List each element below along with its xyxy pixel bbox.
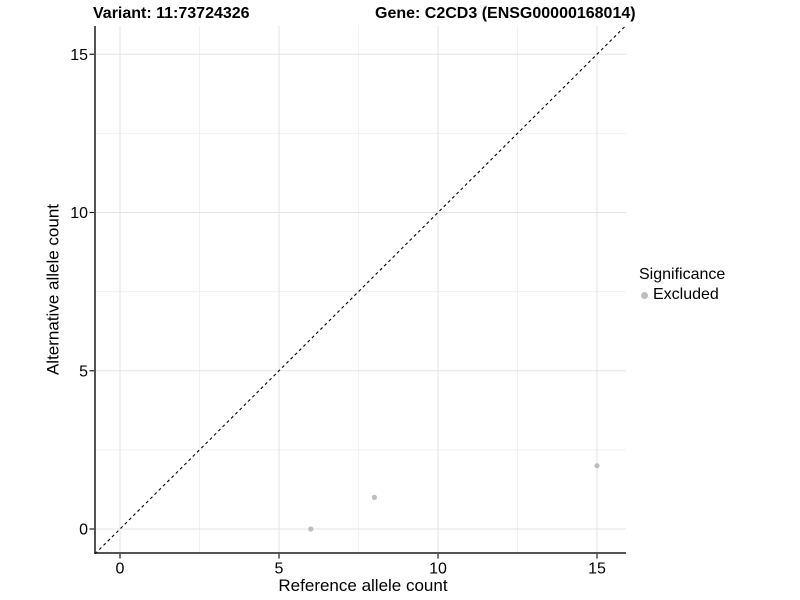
excluded-point-swatch [641,291,648,299]
x-tick-label: 15 [588,561,606,578]
y-tick-label: 0 [79,522,88,539]
x-tick-label: 5 [275,561,284,578]
y-tick-label: 15 [70,47,88,64]
legend: Significance Excluded [639,266,725,304]
legend-entry-excluded: Excluded [641,286,725,304]
legend-entry-label: Excluded [653,286,719,303]
x-tick-label: 0 [116,561,125,578]
y-axis-label: Alternative allele count [43,203,63,376]
x-axis-label: Reference allele count [278,576,448,595]
data-point [594,463,600,469]
data-point [371,494,377,500]
variant-title: Variant: 11:73724326 [93,5,250,22]
gene-title: Gene: C2CD3 (ENSG00000168014) [375,5,636,22]
y-tick-label: 5 [79,363,88,380]
identity-reference-line [94,24,627,555]
data-point [308,526,314,532]
x-tick-label: 10 [429,561,447,578]
legend-title: Significance [639,266,726,283]
y-tick-label: 10 [70,205,88,222]
